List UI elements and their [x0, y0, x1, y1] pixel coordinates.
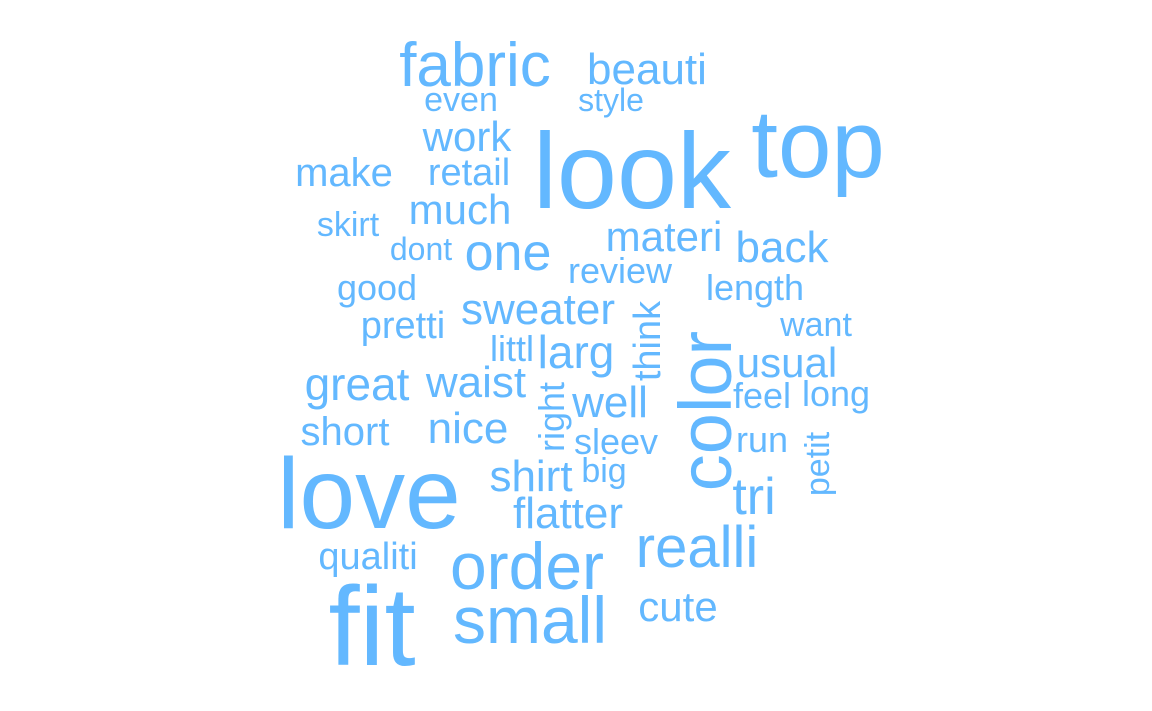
word-petit: petit — [799, 431, 837, 496]
word-feel: feel — [733, 375, 791, 416]
word-qualiti: qualiti — [318, 536, 417, 578]
word-order: order — [450, 529, 604, 603]
word-beauti: beauti — [587, 45, 707, 94]
word-big: big — [581, 452, 626, 490]
word-short: short — [301, 410, 390, 454]
word-great: great — [305, 358, 410, 410]
word-style: style — [578, 82, 644, 118]
word-review: review — [568, 250, 673, 291]
word-larg: larg — [538, 326, 615, 378]
word-fabric: fabric — [399, 31, 551, 100]
word-materi: materi — [606, 213, 723, 260]
word-well: well — [571, 378, 648, 427]
word-run: run — [736, 419, 788, 460]
word-make: make — [295, 151, 393, 195]
word-color: color — [664, 331, 747, 491]
word-flatter: flatter — [513, 489, 623, 538]
word-realli: realli — [636, 515, 759, 580]
word-skirt: skirt — [317, 206, 380, 244]
word-shirt: shirt — [489, 452, 572, 501]
word-usual: usual — [737, 339, 837, 386]
word-love: love — [277, 438, 460, 550]
word-back: back — [736, 223, 830, 272]
word-pretti: pretti — [361, 305, 445, 347]
word-want: want — [779, 306, 852, 344]
word-nice: nice — [428, 404, 509, 453]
word-top: top — [751, 91, 884, 198]
word-much: much — [409, 186, 512, 233]
word-retail: retail — [428, 152, 510, 194]
word-right: right — [531, 382, 572, 452]
word-fit: fit — [328, 564, 415, 689]
word-sleev: sleev — [574, 421, 658, 462]
word-tri: tri — [732, 468, 775, 526]
word-waist: waist — [425, 358, 526, 407]
word-dont: dont — [390, 231, 452, 267]
word-long: long — [802, 373, 870, 414]
word-cute: cute — [638, 583, 717, 630]
word-even: even — [424, 81, 498, 119]
word-one: one — [465, 224, 552, 282]
word-small: small — [453, 583, 607, 657]
word-think: think — [627, 300, 669, 381]
word-littl: littl — [490, 328, 534, 369]
word-good: good — [337, 267, 417, 308]
word-work: work — [422, 113, 513, 160]
word-sweater: sweater — [461, 285, 615, 334]
word-look: look — [533, 110, 732, 231]
word-length: length — [706, 267, 804, 308]
